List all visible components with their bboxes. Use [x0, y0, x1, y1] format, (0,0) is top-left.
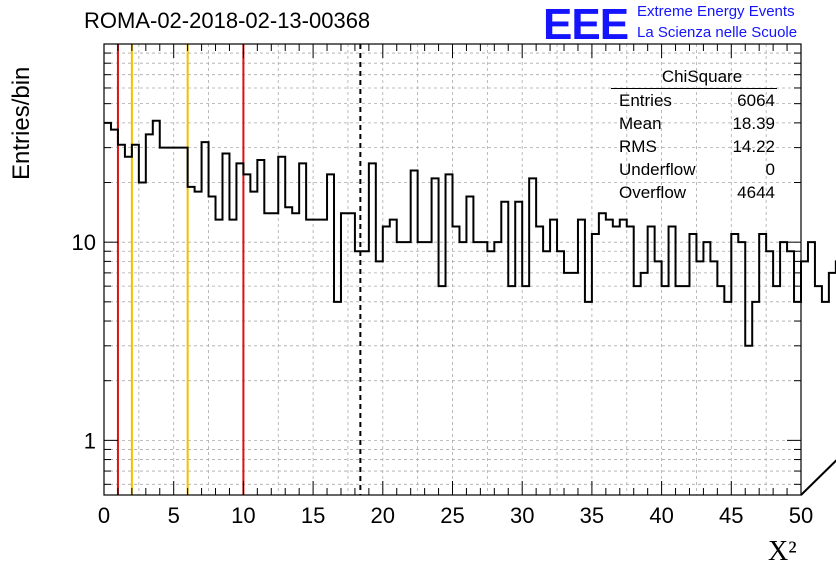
logo-subtitle-2: La Scienza nelle Scuole [637, 24, 798, 41]
stats-row-overflow: Overflow 4644 [611, 181, 777, 204]
y-axis-label: Entries/bin [8, 66, 35, 180]
stats-divider [611, 88, 777, 89]
stats-row-underflow: Underflow 0 [611, 158, 777, 181]
stats-label: Underflow [619, 160, 696, 179]
stats-label: Overflow [619, 183, 687, 202]
logo-subtitle-1: Extreme Energy Events [637, 3, 795, 20]
stats-value: 6064 [737, 91, 775, 110]
stats-row-rms: RMS 14.22 [611, 135, 777, 158]
y-tick-label: 1 [84, 428, 96, 453]
x-tick-label: 15 [301, 503, 325, 528]
x-axis-label: X² [768, 536, 797, 567]
x-tick-label: 25 [440, 503, 464, 528]
stats-value: 14.22 [732, 137, 775, 156]
stats-label: RMS [619, 137, 657, 156]
stats-label: Mean [619, 114, 662, 133]
stats-value: 18.39 [732, 114, 775, 133]
eee-logo: EEE [543, 0, 629, 49]
stats-label: Entries [619, 91, 672, 110]
x-tick-label: 5 [168, 503, 180, 528]
histogram-line [104, 119, 836, 496]
plot-title: ROMA-02-2018-02-13-00368 [84, 8, 371, 33]
x-tick-label: 30 [510, 503, 534, 528]
stats-row-entries: Entries 6064 [611, 89, 777, 112]
x-tick-label: 10 [231, 503, 255, 528]
axis-ticks [103, 44, 802, 495]
y-tick-label: 10 [72, 230, 96, 255]
marker-lines [116, 44, 362, 495]
stats-title: ChiSquare [661, 67, 743, 86]
stats-value: 0 [765, 160, 775, 179]
x-tick-label: 40 [649, 503, 673, 528]
x-tick-label: 0 [98, 503, 110, 528]
grid [104, 44, 801, 495]
x-tick-label: 35 [580, 503, 604, 528]
tick-labels: 0 5 10 15 20 25 30 35 40 45 50 1 10 [72, 230, 814, 528]
x-tick-label: 50 [789, 503, 813, 528]
stats-box: ChiSquare Entries 6064 Mean 18.39 RMS 14… [611, 66, 777, 204]
stats-row-mean: Mean 18.39 [611, 112, 777, 135]
histogram [104, 119, 836, 496]
stats-value: 4644 [737, 183, 775, 202]
x-tick-label: 20 [371, 503, 395, 528]
x-tick-label: 45 [719, 503, 743, 528]
